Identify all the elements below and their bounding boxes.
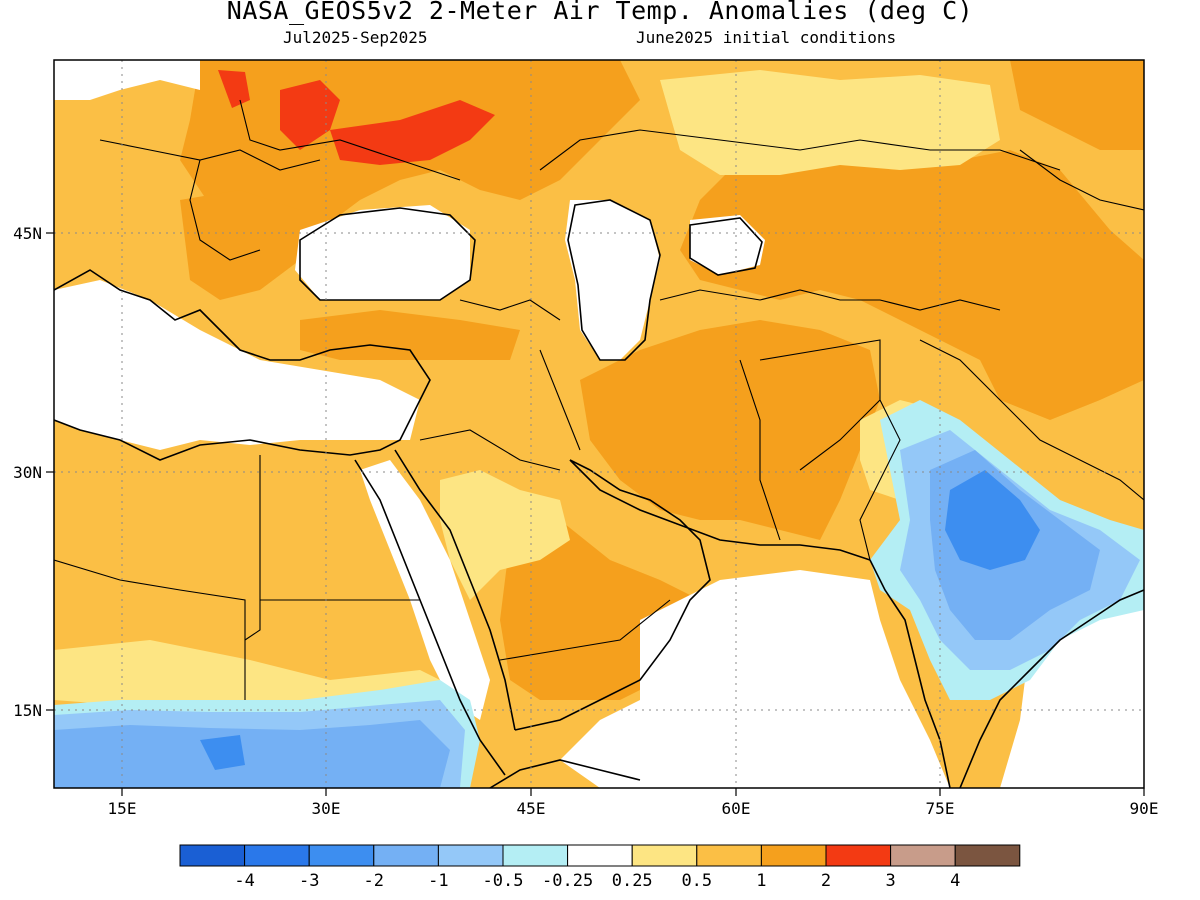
field-hot-north-east xyxy=(1010,60,1144,150)
field-cool-africa xyxy=(54,720,450,788)
field-light-warm-arabia xyxy=(440,470,570,600)
y-tick-label: 45N xyxy=(13,224,42,243)
border-iran-west xyxy=(539,349,581,451)
field-neutral-red-sea xyxy=(360,460,490,720)
border-pakistan-india xyxy=(859,399,901,561)
field-neutral-aral xyxy=(690,215,765,275)
coast-arabia-south xyxy=(514,459,711,731)
colorbar-label: -1 xyxy=(428,871,448,891)
border-kazakh-russia xyxy=(539,129,1061,171)
field-strong-cool-india xyxy=(945,470,1040,570)
plot-frame xyxy=(53,59,1145,789)
x-tick-label: 90E xyxy=(1130,799,1159,818)
field-very-hot-russia xyxy=(330,100,495,165)
colorbar-swatch xyxy=(760,844,827,867)
country-borders xyxy=(54,99,1144,700)
coast-gulf-of-aden xyxy=(489,759,641,788)
x-tick-labels: 15E 30E 45E 60E 75E 90E xyxy=(108,799,1159,818)
field-neutral-caspian xyxy=(565,200,660,360)
field-neutral-arabian-sea xyxy=(560,570,950,788)
tick-marks xyxy=(46,232,1145,796)
border-mongolia xyxy=(1019,149,1144,211)
colorbar-swatch xyxy=(890,844,956,867)
anomaly-field xyxy=(54,60,1144,788)
colorbar-swatch xyxy=(631,844,698,867)
colorbar: -4 -3 -2 -1 -0.5 -0.25 0.25 0.5 1 2 3 4 xyxy=(179,844,1021,891)
colorbar-swatch xyxy=(308,844,375,867)
border-iran-east xyxy=(739,359,781,541)
colorbar-label: -0.5 xyxy=(483,871,524,891)
colorbar-label: 0.5 xyxy=(681,871,712,891)
colorbar-swatch xyxy=(437,844,504,867)
coastlines xyxy=(54,199,1144,788)
colorbar-swatch xyxy=(567,844,633,867)
coast-india-east xyxy=(959,589,1144,788)
colorbar-label: -4 xyxy=(234,871,254,891)
colorbar-label: -3 xyxy=(299,871,319,891)
border-arabia-1 xyxy=(419,429,561,471)
field-light-warm-central-asia-north xyxy=(660,70,1000,175)
x-tick-label: 45E xyxy=(517,799,546,818)
border-arabia-2 xyxy=(499,599,671,661)
field-neutral-black-sea xyxy=(295,205,470,300)
y-tick-labels: 45N 30N 15N xyxy=(13,224,42,720)
colorbar-swatch xyxy=(502,844,569,867)
colorbar-label: 2 xyxy=(821,871,831,891)
border-central-asia xyxy=(659,289,1001,311)
initial-conditions: June2025 initial conditions xyxy=(636,28,897,47)
x-tick-label: 75E xyxy=(926,799,955,818)
colorbar-label: -0.25 xyxy=(542,871,593,891)
colorbar-swatch xyxy=(373,844,439,867)
border-africa-1 xyxy=(54,559,246,700)
field-strong-cool-africa-patch xyxy=(200,735,245,770)
forecast-period: Jul2025-Sep2025 xyxy=(283,28,428,47)
grid-lines xyxy=(54,60,1144,788)
colorbar-label: 1 xyxy=(756,871,766,891)
field-neutral-north-europe xyxy=(54,60,200,100)
x-tick-label: 15E xyxy=(108,799,137,818)
field-hot-iran-afghanistan xyxy=(580,320,880,540)
field-very-hot-ukraine xyxy=(280,80,340,150)
y-tick-label: 30N xyxy=(13,463,42,482)
colorbar-swatch xyxy=(825,844,892,867)
colorbar-label: -2 xyxy=(364,871,384,891)
coast-europe-med xyxy=(54,269,431,461)
colorbar-swatch xyxy=(954,844,1021,867)
border-africa-2 xyxy=(244,455,261,641)
coast-persian-gulf xyxy=(569,459,871,561)
border-europe-2 xyxy=(189,159,261,261)
colorbar-label: 0.25 xyxy=(612,871,653,891)
border-afghan xyxy=(759,339,881,471)
colorbar-swatch xyxy=(244,844,310,867)
colorbar-swatch xyxy=(696,844,762,867)
field-very-hot-baltic xyxy=(218,70,250,108)
coast-caspian xyxy=(567,199,661,361)
coast-black-sea xyxy=(299,207,476,301)
border-turkey-east xyxy=(459,299,561,321)
border-europe-3 xyxy=(239,99,461,181)
colorbar-swatch xyxy=(179,844,246,867)
field-hot-central-asia xyxy=(680,150,1144,420)
map-title: NASA_GEOS5v2 2-Meter Air Temp. Anomalies… xyxy=(226,0,974,25)
x-tick-label: 60E xyxy=(722,799,751,818)
coast-red-sea-east xyxy=(394,449,516,731)
coast-red-sea-west xyxy=(354,459,506,776)
border-china-india xyxy=(919,339,1144,501)
border-europe-1 xyxy=(99,139,321,171)
y-tick-label: 15N xyxy=(13,701,42,720)
coast-aral xyxy=(689,217,763,276)
field-hot-balkans xyxy=(180,190,300,300)
x-tick-label: 30E xyxy=(312,799,341,818)
field-neutral-mediterranean xyxy=(54,280,420,450)
colorbar-label: 4 xyxy=(950,871,960,891)
colorbar-label: 3 xyxy=(885,871,895,891)
